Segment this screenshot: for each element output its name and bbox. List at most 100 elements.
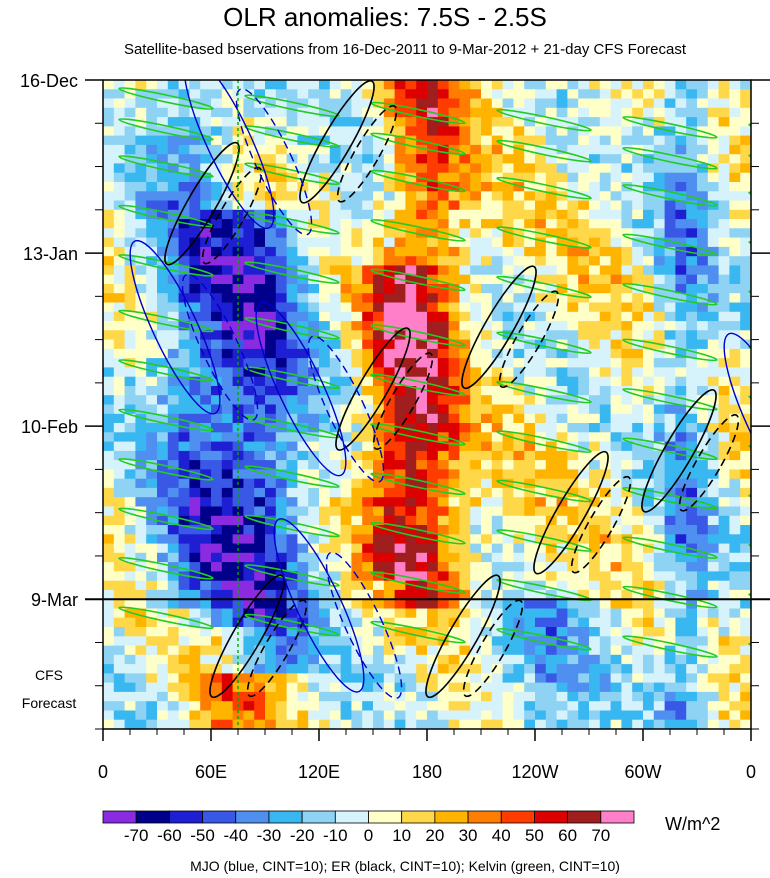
heat-cell (664, 469, 676, 480)
heat-cell (491, 107, 504, 118)
heat-cell (308, 376, 320, 387)
heat-cell (470, 117, 482, 127)
heat-cell (556, 562, 568, 572)
heat-cell (362, 348, 374, 359)
kelvin-contour (748, 240, 751, 264)
heat-cell (329, 552, 342, 563)
heat-cell (124, 80, 136, 90)
heat-cell (675, 386, 687, 396)
heat-cell (481, 664, 493, 674)
heat-cell (427, 191, 439, 202)
heat-cell (275, 311, 288, 322)
heat-cell (502, 617, 514, 628)
heat-cell (351, 423, 363, 433)
heat-cell (221, 413, 234, 424)
heat-cell (157, 506, 169, 517)
heat-cell (373, 200, 385, 211)
heat-cell (275, 107, 288, 118)
heat-cell (189, 543, 201, 554)
heat-cell (394, 432, 406, 443)
colorbar-swatch (334, 810, 369, 824)
heat-cell (686, 117, 698, 127)
heat-cell (103, 617, 115, 628)
heat-cell (664, 460, 676, 470)
heat-cell (437, 172, 450, 183)
heat-cell (448, 673, 460, 684)
heat-cell (373, 478, 385, 489)
heat-cell (286, 321, 298, 331)
heat-cell (653, 580, 666, 591)
heat-cell (664, 552, 676, 563)
heat-cell (178, 664, 190, 674)
heat-cell (535, 710, 547, 721)
heat-cell (427, 117, 439, 127)
heat-cell (707, 191, 720, 202)
heat-cell (373, 126, 385, 137)
heat-cell (211, 460, 223, 470)
heat-cell (729, 450, 741, 461)
heat-cell (513, 135, 525, 146)
heat-cell (459, 497, 471, 508)
heat-cell (524, 367, 536, 378)
heat-cell (405, 497, 417, 508)
heat-cell (567, 367, 579, 378)
heat-cell (459, 200, 471, 211)
heat-cell (535, 450, 547, 461)
heat-cell (254, 126, 266, 137)
heat-cell (254, 654, 266, 665)
heat-cell (189, 691, 201, 702)
heat-cell (135, 302, 147, 313)
heat-cell (437, 144, 450, 155)
heat-cell (189, 487, 201, 498)
heat-cell (254, 617, 266, 628)
heat-cell (308, 311, 320, 322)
heat-cell (653, 599, 666, 610)
heat-cell (610, 330, 622, 341)
heat-cell (340, 654, 352, 665)
heat-cell (265, 515, 277, 526)
heat-cell (135, 599, 147, 610)
heat-cell (459, 691, 471, 702)
heat-cell (707, 543, 720, 554)
heat-cell (146, 135, 158, 146)
heat-cell (589, 376, 601, 387)
heat-cell (578, 654, 590, 665)
heat-cell (189, 608, 201, 619)
heat-cell (265, 98, 277, 109)
heat-cell (556, 450, 568, 461)
heat-cell (470, 293, 482, 304)
heat-cell (297, 552, 309, 563)
heat-cell (157, 627, 169, 637)
heat-cell (535, 144, 547, 155)
heat-cell (265, 525, 277, 535)
heat-cell (286, 608, 298, 619)
heat-cell (146, 89, 158, 100)
heat-cell (211, 293, 223, 304)
heat-cell (740, 617, 751, 628)
heat-cell (707, 664, 720, 674)
heat-cell (211, 497, 223, 508)
heat-cell (329, 608, 342, 619)
heat-cell (319, 395, 331, 406)
heat-cell (157, 330, 169, 341)
heat-cell (124, 636, 136, 647)
heat-cell (275, 256, 288, 267)
heat-cell (265, 497, 277, 508)
heat-cell (437, 562, 450, 572)
heat-cell (556, 367, 568, 378)
heat-cell (632, 571, 644, 582)
heat-cell (643, 404, 655, 415)
heat-cell (232, 636, 244, 647)
heat-cell (157, 673, 169, 684)
heat-cell (103, 265, 115, 276)
heat-cell (599, 487, 612, 498)
heat-cell (275, 552, 288, 563)
heat-cell (524, 154, 536, 165)
heat-cell (275, 209, 288, 220)
heat-cell (535, 246, 547, 257)
heat-cell (329, 126, 342, 137)
heat-cell (545, 571, 558, 582)
heat-cell (718, 126, 730, 137)
heat-cell (232, 284, 244, 294)
heat-cell (437, 645, 450, 656)
